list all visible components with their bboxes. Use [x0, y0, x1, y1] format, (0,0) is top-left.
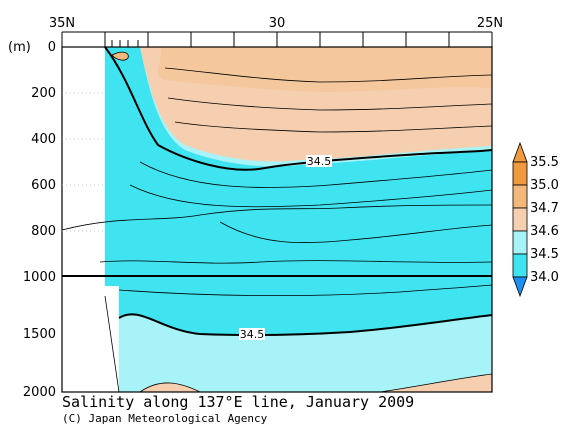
colorbar-label: 35.5	[530, 155, 559, 170]
contour-upper-3	[61, 204, 493, 231]
colorbar: 35.5 35.0 34.7 34.6 34.5 34.0	[512, 141, 559, 298]
colorbar-bottom-arrow	[512, 276, 528, 298]
contour-34-5-upper	[104, 46, 493, 171]
contour-upper-6	[164, 67, 493, 83]
colorbar-top-arrow	[512, 141, 528, 163]
contour-upper-7	[167, 97, 493, 111]
contour-label: 34.5	[240, 328, 265, 341]
contour-label: 34.5	[307, 155, 332, 168]
colorbar-label: 34.0	[530, 270, 559, 285]
masked-area-upper	[62, 47, 105, 276]
contour-upper-9	[111, 51, 129, 61]
contour-label-box	[239, 328, 265, 340]
colorbar-swatch	[512, 207, 528, 232]
colorbar-label: 34.6	[530, 224, 559, 239]
contour-label-box	[306, 155, 332, 167]
y-tick-label: 600	[31, 178, 56, 193]
salinity-region-34-7-upper	[140, 47, 492, 162]
contour-lower-1	[118, 284, 493, 297]
y-tick-label: 1500	[23, 327, 56, 342]
masked-area-lower	[62, 276, 105, 392]
y-tick-label: 1000	[23, 270, 56, 285]
contour-34-5-lower	[118, 313, 493, 337]
colorbar-swatch	[512, 161, 528, 186]
masked-edge-line	[104, 295, 120, 393]
x-tick-label: 25N	[477, 16, 503, 31]
chart-title: Salinity along 137°E line, January 2009	[62, 393, 415, 411]
contour-upper-8	[174, 121, 493, 133]
colorbar-label: 34.7	[530, 201, 559, 216]
colorbar-label: 34.5	[530, 247, 559, 262]
y-unit-label: (m)	[8, 40, 31, 55]
x-tick-label: 30	[269, 16, 286, 31]
contour-upper-4	[219, 221, 493, 244]
x-tick-label: 35N	[49, 16, 75, 31]
y-tick-label: 0	[48, 40, 56, 55]
colorbar-swatch	[512, 184, 528, 209]
salinity-region-35-0-upper	[158, 47, 492, 92]
chart-credit: (C) Japan Meteorological Agency	[62, 412, 268, 425]
y-tick-label: 2000	[23, 385, 56, 400]
salinity-region-34-5-lower	[119, 314, 492, 392]
contour-upper-2	[129, 184, 493, 208]
contour-upper-1	[139, 161, 493, 188]
colorbar-swatch	[512, 230, 528, 255]
top-axis-ticks	[61, 31, 493, 47]
y-tick-label: 800	[31, 224, 56, 239]
contour-upper-5	[99, 260, 493, 264]
colorbar-label: 35.0	[530, 178, 559, 193]
colorbar-swatch	[512, 253, 528, 278]
y-tick-label: 400	[31, 132, 56, 147]
y-tick-label: 200	[31, 86, 56, 101]
